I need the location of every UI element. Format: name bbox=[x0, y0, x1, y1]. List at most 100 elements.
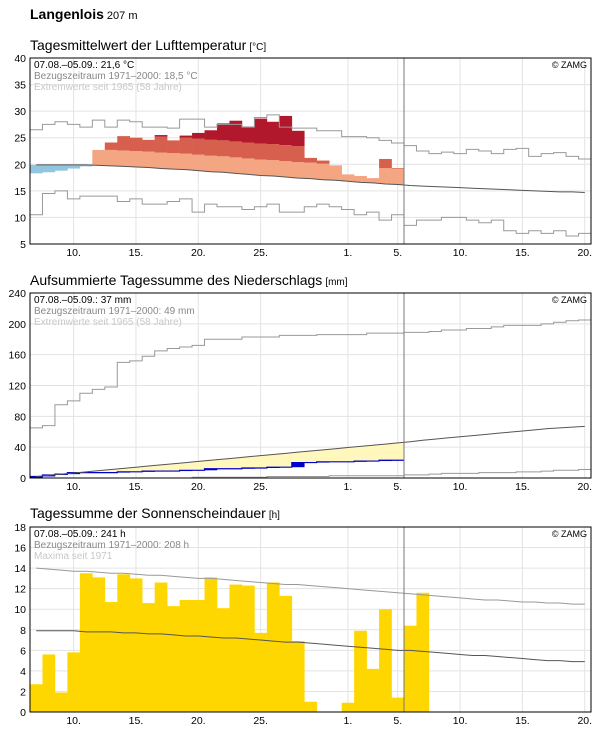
y-tick-label: 240 bbox=[8, 288, 26, 300]
sunshine-bar bbox=[79, 573, 93, 712]
plot-frame bbox=[29, 292, 592, 479]
temperature-anomaly-bar bbox=[217, 156, 230, 173]
temperature-anomaly-bar bbox=[67, 164, 81, 169]
precipitation-difference-area bbox=[354, 446, 367, 462]
sunshine-bar bbox=[104, 602, 118, 712]
x-tick-label: 5. bbox=[393, 715, 402, 727]
temperature-anomaly-bar bbox=[79, 164, 93, 167]
sunshine-bar bbox=[266, 582, 280, 712]
temperature-anomaly-bar bbox=[92, 149, 106, 166]
precipitation-difference-area bbox=[167, 463, 180, 472]
sunshine-bar bbox=[217, 608, 230, 712]
precipitation-difference-area bbox=[192, 461, 205, 471]
sunshine-bar bbox=[254, 632, 268, 712]
temperature-anomaly-bar bbox=[129, 137, 143, 151]
temperature-unit: [°C] bbox=[249, 42, 267, 53]
y-tick-label: 5 bbox=[20, 239, 26, 251]
y-tick-label: 0 bbox=[20, 707, 26, 719]
min-extreme-line bbox=[30, 190, 591, 237]
y-tick-label: 18 bbox=[14, 522, 26, 534]
temperature-anomaly-bar bbox=[54, 164, 68, 171]
temperature-anomaly-bar bbox=[142, 139, 155, 152]
temperature-anomaly-bar bbox=[154, 135, 168, 137]
sunshine-bar bbox=[416, 592, 430, 712]
temperature-anomaly-bar bbox=[391, 168, 405, 185]
precipitation-unit: [mm] bbox=[325, 277, 348, 288]
temperature-anomaly-bar bbox=[279, 115, 293, 146]
y-tick-label: 80 bbox=[14, 411, 26, 423]
temperature-anomaly-bar bbox=[30, 164, 43, 174]
temperature-anomaly-bar bbox=[229, 157, 243, 174]
sunshine-bar bbox=[379, 609, 392, 712]
temperature-anomaly-bar bbox=[291, 146, 305, 163]
y-tick-label: 0 bbox=[20, 473, 26, 485]
x-tick-label: 20. bbox=[191, 481, 206, 493]
sunshine-bar bbox=[229, 584, 243, 712]
x-tick-label: 5. bbox=[393, 481, 402, 493]
temperature-anomaly-bar bbox=[241, 126, 255, 143]
sunshine-bar bbox=[204, 577, 218, 712]
precipitation-difference-area bbox=[254, 455, 268, 468]
temperature-anomaly-bar bbox=[329, 165, 342, 181]
sunshine-bar bbox=[67, 652, 81, 712]
temperature-anomaly-bar bbox=[254, 118, 268, 144]
info-extremes-note: Extremwerte seit 1965 (58 Jahre) bbox=[34, 82, 182, 93]
sunshine-bar bbox=[42, 654, 56, 712]
sunshine-chart: 0 2 4 6 8 10 12 14 16 18 10. 15. 20. 25. 1. 5. 10. 15. 20.… bbox=[14, 522, 592, 727]
sunshine-maxima-line bbox=[36, 567, 585, 605]
normal-sunshine-line bbox=[36, 630, 585, 663]
precipitation-difference-area bbox=[204, 460, 218, 469]
x-tick-label: 1. bbox=[344, 715, 353, 727]
temperature-anomaly-bar bbox=[204, 155, 218, 172]
sunshine-bar bbox=[192, 599, 205, 712]
info-period-value: 07.08.–05.09.: 37 mm bbox=[34, 295, 131, 306]
temperature-anomaly-bar bbox=[316, 163, 330, 180]
plot-frame bbox=[29, 57, 592, 245]
y-tick-label: 10 bbox=[14, 604, 26, 616]
temperature-anomaly-bar bbox=[379, 168, 392, 184]
y-tick-label: 200 bbox=[8, 319, 26, 331]
x-tick-label: 1. bbox=[344, 481, 353, 493]
temperature-anomaly-bar bbox=[354, 175, 367, 183]
temperature-anomaly-bar bbox=[229, 141, 243, 158]
precipitation-difference-area bbox=[104, 469, 118, 473]
temperature-anomaly-bar bbox=[254, 143, 268, 160]
sunshine-bar bbox=[30, 684, 43, 712]
temperature-anomaly-bar bbox=[167, 140, 180, 154]
y-tick-label: 30 bbox=[14, 106, 26, 118]
y-tick-label: 40 bbox=[14, 53, 26, 65]
precipitation-difference-area bbox=[341, 447, 355, 462]
normal-temperature-line bbox=[36, 164, 585, 193]
x-tick-label: 10. bbox=[453, 247, 468, 259]
temperature-anomaly-bar bbox=[279, 161, 293, 178]
temperature-anomaly-bar bbox=[366, 178, 380, 183]
y-tick-label: 120 bbox=[8, 381, 26, 393]
y-tick-label: 15 bbox=[14, 186, 26, 198]
x-tick-label: 25. bbox=[253, 715, 268, 727]
precipitation-difference-area bbox=[142, 466, 155, 472]
sunshine-chart-title: Tagessumme der Sonnenscheindauer [h] bbox=[30, 505, 280, 521]
info-reference-value: Bezugszeitraum 1971–2000: 49 mm bbox=[34, 306, 195, 317]
y-tick-label: 6 bbox=[20, 645, 26, 657]
sunshine-bar bbox=[167, 606, 180, 712]
temperature-anomaly-bar bbox=[192, 138, 205, 155]
temperature-anomaly-bar bbox=[304, 162, 318, 179]
sunshine-bar bbox=[241, 585, 255, 712]
temperature-anomaly-bar bbox=[154, 152, 168, 169]
x-tick-label: 25. bbox=[253, 247, 268, 259]
temperature-anomaly-bar bbox=[42, 164, 56, 173]
sunshine-bar bbox=[179, 599, 193, 712]
x-tick-label: 20. bbox=[191, 247, 206, 259]
temperature-anomaly-bar bbox=[179, 135, 193, 138]
precipitation-difference-area bbox=[391, 442, 405, 461]
precipitation-difference-area bbox=[241, 456, 255, 468]
temperature-anomaly-bar bbox=[391, 168, 405, 169]
y-tick-label: 40 bbox=[14, 442, 26, 454]
x-tick-label: 10. bbox=[453, 715, 468, 727]
precipitation-difference-area bbox=[92, 470, 106, 473]
x-tick-label: 10. bbox=[66, 715, 81, 727]
precipitation-difference-area bbox=[217, 459, 230, 469]
max-extreme-line bbox=[30, 114, 591, 160]
precipitation-difference-area bbox=[179, 462, 193, 471]
